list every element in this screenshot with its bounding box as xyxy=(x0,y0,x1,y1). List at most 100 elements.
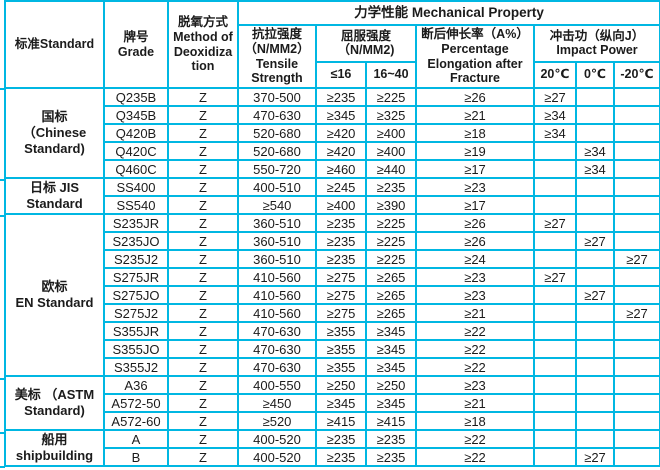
col-header-deoxidization: 脱氧方式 Method of Deoxidiza tion xyxy=(167,0,239,89)
steel-grades-table: 标准Standard 牌号 Grade 脱氧方式 Method of Deoxi… xyxy=(4,0,660,467)
deoxidization-cell: Z xyxy=(167,177,239,197)
grade-cell: Q420B xyxy=(103,123,169,143)
deoxidization-cell: Z xyxy=(167,429,239,449)
yield-16-40-cell: ≥225 xyxy=(365,213,417,233)
yield-16-40-cell: ≥265 xyxy=(365,303,417,323)
grade-cell: S275JR xyxy=(103,267,169,287)
impact-minus20c-cell xyxy=(613,447,660,467)
impact-20c-cell xyxy=(533,375,577,395)
col-header-yield-le16: ≤16 xyxy=(315,60,367,90)
impact-minus20c-cell xyxy=(613,231,660,251)
yield-le16-cell: ≥355 xyxy=(315,357,367,377)
yield-16-40-cell: ≥345 xyxy=(365,357,417,377)
table-row: Q420C Z 520-680 ≥420 ≥400 ≥19 ≥34 xyxy=(5,141,660,161)
table-row: 日标 JIS Standard SS400 Z 400-510 ≥245 ≥235 ≥23 xyxy=(4,177,660,215)
deoxidization-cell: Z xyxy=(167,411,239,431)
yield-16-40-cell: ≥265 xyxy=(365,267,417,287)
elongation-cell: ≥26 xyxy=(415,213,535,233)
deoxidization-cell: Z xyxy=(167,285,239,305)
impact-0c-cell xyxy=(575,105,615,125)
tensile-strength-cell: 410-560 xyxy=(237,267,317,287)
grade-cell: A xyxy=(103,429,169,449)
impact-20c-cell: ≥27 xyxy=(533,87,577,107)
table-row: Q345B Z 470-630 ≥345 ≥325 ≥21 ≥34 xyxy=(5,105,660,125)
impact-0c-cell xyxy=(575,213,615,233)
impact-20c-cell xyxy=(533,285,577,305)
deoxidization-cell: Z xyxy=(167,231,239,251)
elongation-cell: ≥19 xyxy=(415,141,535,161)
grade-cell: S355JO xyxy=(103,339,169,359)
grade-cell: SS400 xyxy=(103,177,169,197)
yield-le16-cell: ≥245 xyxy=(315,177,367,197)
impact-0c-cell xyxy=(575,393,615,413)
yield-le16-cell: ≥235 xyxy=(315,231,367,251)
impact-0c-cell xyxy=(575,303,615,323)
impact-minus20c-cell xyxy=(613,213,660,233)
impact-20c-cell xyxy=(533,339,577,359)
impact-minus20c-cell xyxy=(613,393,660,413)
tensile-strength-cell: 550-720 xyxy=(237,159,317,179)
yield-le16-cell: ≥415 xyxy=(315,411,367,431)
impact-20c-cell xyxy=(533,249,577,269)
impact-minus20c-cell xyxy=(613,267,660,287)
impact-minus20c-cell xyxy=(613,123,660,143)
yield-le16-cell: ≥355 xyxy=(315,321,367,341)
col-header-tensile-strength: 抗拉强度 （N/MM2） Tensile Strength xyxy=(237,24,317,89)
grade-cell: S235JO xyxy=(103,231,169,251)
deoxidization-cell: Z xyxy=(167,447,239,467)
yield-16-40-cell: ≥415 xyxy=(365,411,417,431)
tensile-strength-cell: ≥520 xyxy=(237,411,317,431)
section-label: 日标 JIS Standard xyxy=(4,177,105,215)
yield-le16-cell: ≥235 xyxy=(315,447,367,467)
impact-minus20c-cell xyxy=(613,429,660,449)
impact-minus20c-cell xyxy=(613,195,660,215)
grade-cell: S355JR xyxy=(103,321,169,341)
table-row: S355J2 Z 470-630 ≥355 ≥345 ≥22 xyxy=(5,357,660,377)
deoxidization-cell: Z xyxy=(167,375,239,395)
yield-16-40-cell: ≥250 xyxy=(365,375,417,395)
impact-0c-cell xyxy=(575,411,615,431)
table-row: Q420B Z 520-680 ≥420 ≥400 ≥18 ≥34 xyxy=(5,123,660,143)
col-header-impact-power: 冲击功（纵向J） Impact Power xyxy=(533,24,660,63)
gridline-stub xyxy=(0,466,5,468)
impact-minus20c-cell xyxy=(613,141,660,161)
table-row: S235JO Z 360-510 ≥235 ≥225 ≥26 ≥27 xyxy=(5,231,660,251)
yield-16-40-cell: ≥440 xyxy=(365,159,417,179)
yield-le16-cell: ≥250 xyxy=(315,375,367,395)
elongation-cell: ≥18 xyxy=(415,123,535,143)
table-row: S275JR Z 410-560 ≥275 ≥265 ≥23 ≥27 xyxy=(5,267,660,287)
elongation-cell: ≥23 xyxy=(415,375,535,395)
yield-16-40-cell: ≥325 xyxy=(365,105,417,125)
tensile-strength-cell: 370-500 xyxy=(237,87,317,107)
col-header-impact-minus20c: -20℃ xyxy=(613,60,660,90)
gridline-stub xyxy=(0,179,5,181)
impact-20c-cell xyxy=(533,177,577,197)
elongation-cell: ≥21 xyxy=(415,303,535,323)
deoxidization-cell: Z xyxy=(167,267,239,287)
yield-16-40-cell: ≥400 xyxy=(365,141,417,161)
table-row: S275J2 Z 410-560 ≥275 ≥265 ≥21 ≥27 xyxy=(5,303,660,323)
gridline-stub xyxy=(0,432,5,434)
impact-0c-cell xyxy=(575,375,615,395)
deoxidization-cell: Z xyxy=(167,339,239,359)
deoxidization-cell: Z xyxy=(167,123,239,143)
yield-16-40-cell: ≥345 xyxy=(365,321,417,341)
impact-20c-cell xyxy=(533,447,577,467)
elongation-cell: ≥23 xyxy=(415,285,535,305)
impact-0c-cell xyxy=(575,357,615,377)
tensile-strength-cell: ≥450 xyxy=(237,393,317,413)
yield-le16-cell: ≥235 xyxy=(315,213,367,233)
table-row: Q460C Z 550-720 ≥460 ≥440 ≥17 ≥34 xyxy=(5,159,660,179)
tensile-strength-cell: 410-560 xyxy=(237,303,317,323)
impact-minus20c-cell xyxy=(613,159,660,179)
impact-0c-cell xyxy=(575,429,615,449)
deoxidization-cell: Z xyxy=(167,87,239,107)
elongation-cell: ≥21 xyxy=(415,393,535,413)
yield-16-40-cell: ≥345 xyxy=(365,339,417,359)
section-label: 国标 （Chinese Standard) xyxy=(4,87,105,179)
impact-minus20c-cell xyxy=(613,375,660,395)
yield-le16-cell: ≥235 xyxy=(315,249,367,269)
tensile-strength-cell: 520-680 xyxy=(237,141,317,161)
header-row-subcolumns: ≤16 16~40 20℃ 0℃ -20℃ xyxy=(5,60,660,90)
